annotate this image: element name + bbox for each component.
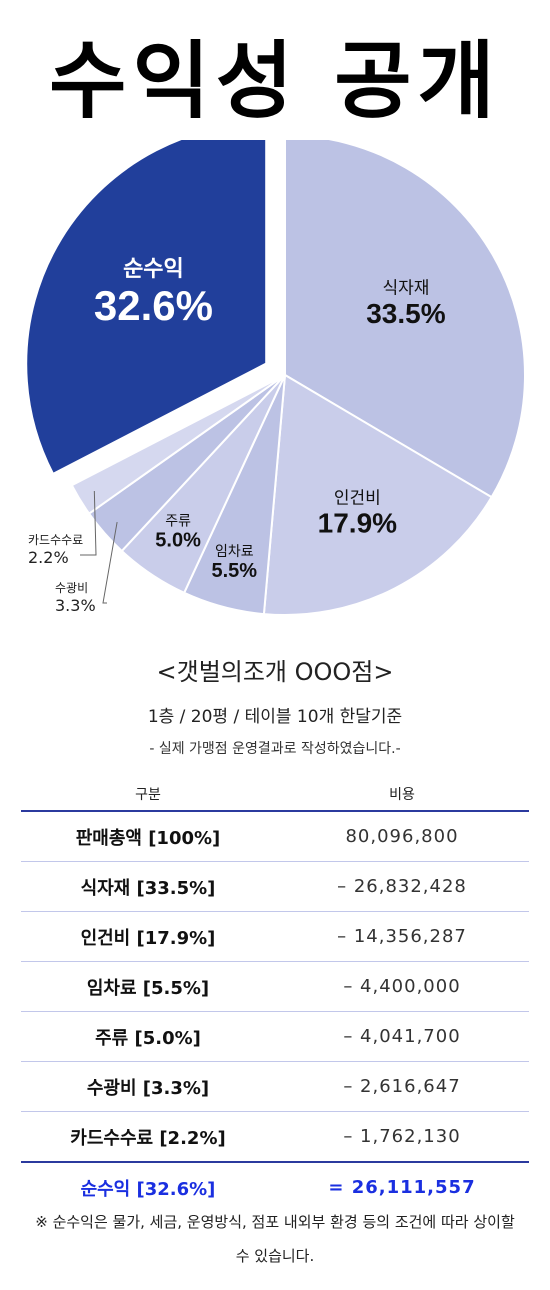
slice-value-label: 33.5% <box>366 298 445 329</box>
total-row: 순수익 [32.6%] = 26,111,557 <box>21 1161 529 1212</box>
store-info: 1층 / 20평 / 테이블 10개 한달기준 <box>147 707 403 727</box>
pie-slices <box>25 140 526 616</box>
store-note: - 실제 가맹점 운영결과로 작성하였습니다.- <box>149 741 401 757</box>
row-value: – 4,400,000 <box>275 961 529 1012</box>
slice-value-label: 2.2% <box>28 548 69 567</box>
table-row: 판매총액 [100%] 80,096,800 <box>21 811 529 862</box>
column-header-cost: 비용 <box>275 778 529 812</box>
cost-table: 구분 비용 판매총액 [100%] 80,096,800 식자재 [33.5%]… <box>21 778 529 1212</box>
row-value: – 2,616,647 <box>275 1061 529 1112</box>
callout-line-카드수수료 <box>80 491 97 556</box>
row-value: – 14,356,287 <box>275 911 529 962</box>
column-header-category: 구분 <box>21 778 275 812</box>
row-value: 80,096,800 <box>275 811 529 862</box>
slice-value-label: 5.5% <box>211 560 257 582</box>
row-label: 인건비 [17.9%] <box>21 911 275 962</box>
table-row: 인건비 [17.9%] – 14,356,287 <box>21 911 529 962</box>
row-label: 판매총액 [100%] <box>21 811 275 862</box>
row-label: 임차료 [5.5%] <box>21 961 275 1012</box>
callout-line-수광비 <box>102 521 118 604</box>
row-label: 주류 [5.0%] <box>21 1011 275 1062</box>
row-value: – 4,041,700 <box>275 1011 529 1062</box>
slice-value-label: 32.6% <box>94 282 213 329</box>
pie-slice-순수익 <box>25 140 268 476</box>
slice-name-label: 식자재 <box>382 278 429 298</box>
slice-name-label: 임차료 <box>215 544 254 560</box>
table-row: 주류 [5.0%] – 4,041,700 <box>21 1011 529 1062</box>
table-header-row: 구분 비용 <box>21 778 529 812</box>
slice-value-label: 5.0% <box>155 529 201 551</box>
footnote: ※ 순수익은 물가, 세금, 운영방식, 점포 내외부 환경 등의 조건에 따라… <box>35 1213 515 1265</box>
slice-name-label: 인건비 <box>334 488 381 508</box>
slice-name-label: 순수익 <box>123 257 184 282</box>
store-name: <갯벌의조개 OOO점> <box>156 658 394 686</box>
pie-slice-카드수수료 <box>70 374 286 516</box>
slice-name-label: 수광비 <box>55 581 88 595</box>
table-row: 카드수수료 [2.2%] – 1,762,130 <box>21 1112 529 1163</box>
slice-value-label: 3.3% <box>55 596 96 615</box>
pie-slice-인건비 <box>262 373 493 616</box>
slice-name-label: 카드수수료 <box>28 533 83 547</box>
total-value: = 26,111,557 <box>275 1161 529 1212</box>
row-label: 카드수수료 [2.2%] <box>70 1127 226 1149</box>
pie-slice-식자재 <box>284 140 526 499</box>
row-value: – 26,832,428 <box>275 861 529 912</box>
page-title: 수익성 공개 <box>49 31 501 130</box>
row-label: 식자재 [33.5%] <box>21 861 275 912</box>
row-value: – 1,762,130 <box>343 1126 461 1147</box>
pie-callouts <box>80 491 118 604</box>
slice-value-label: 17.9% <box>318 508 397 539</box>
table-row: 식자재 [33.5%] – 26,832,428 <box>21 861 529 912</box>
table-row: 수광비 [3.3%] – 2,616,647 <box>21 1061 529 1112</box>
total-label: 순수익 [32.6%] <box>21 1161 275 1212</box>
slice-name-label: 주류 <box>165 513 191 529</box>
table-row: 임차료 [5.5%] – 4,400,000 <box>21 961 529 1012</box>
row-label: 수광비 [3.3%] <box>21 1061 275 1112</box>
